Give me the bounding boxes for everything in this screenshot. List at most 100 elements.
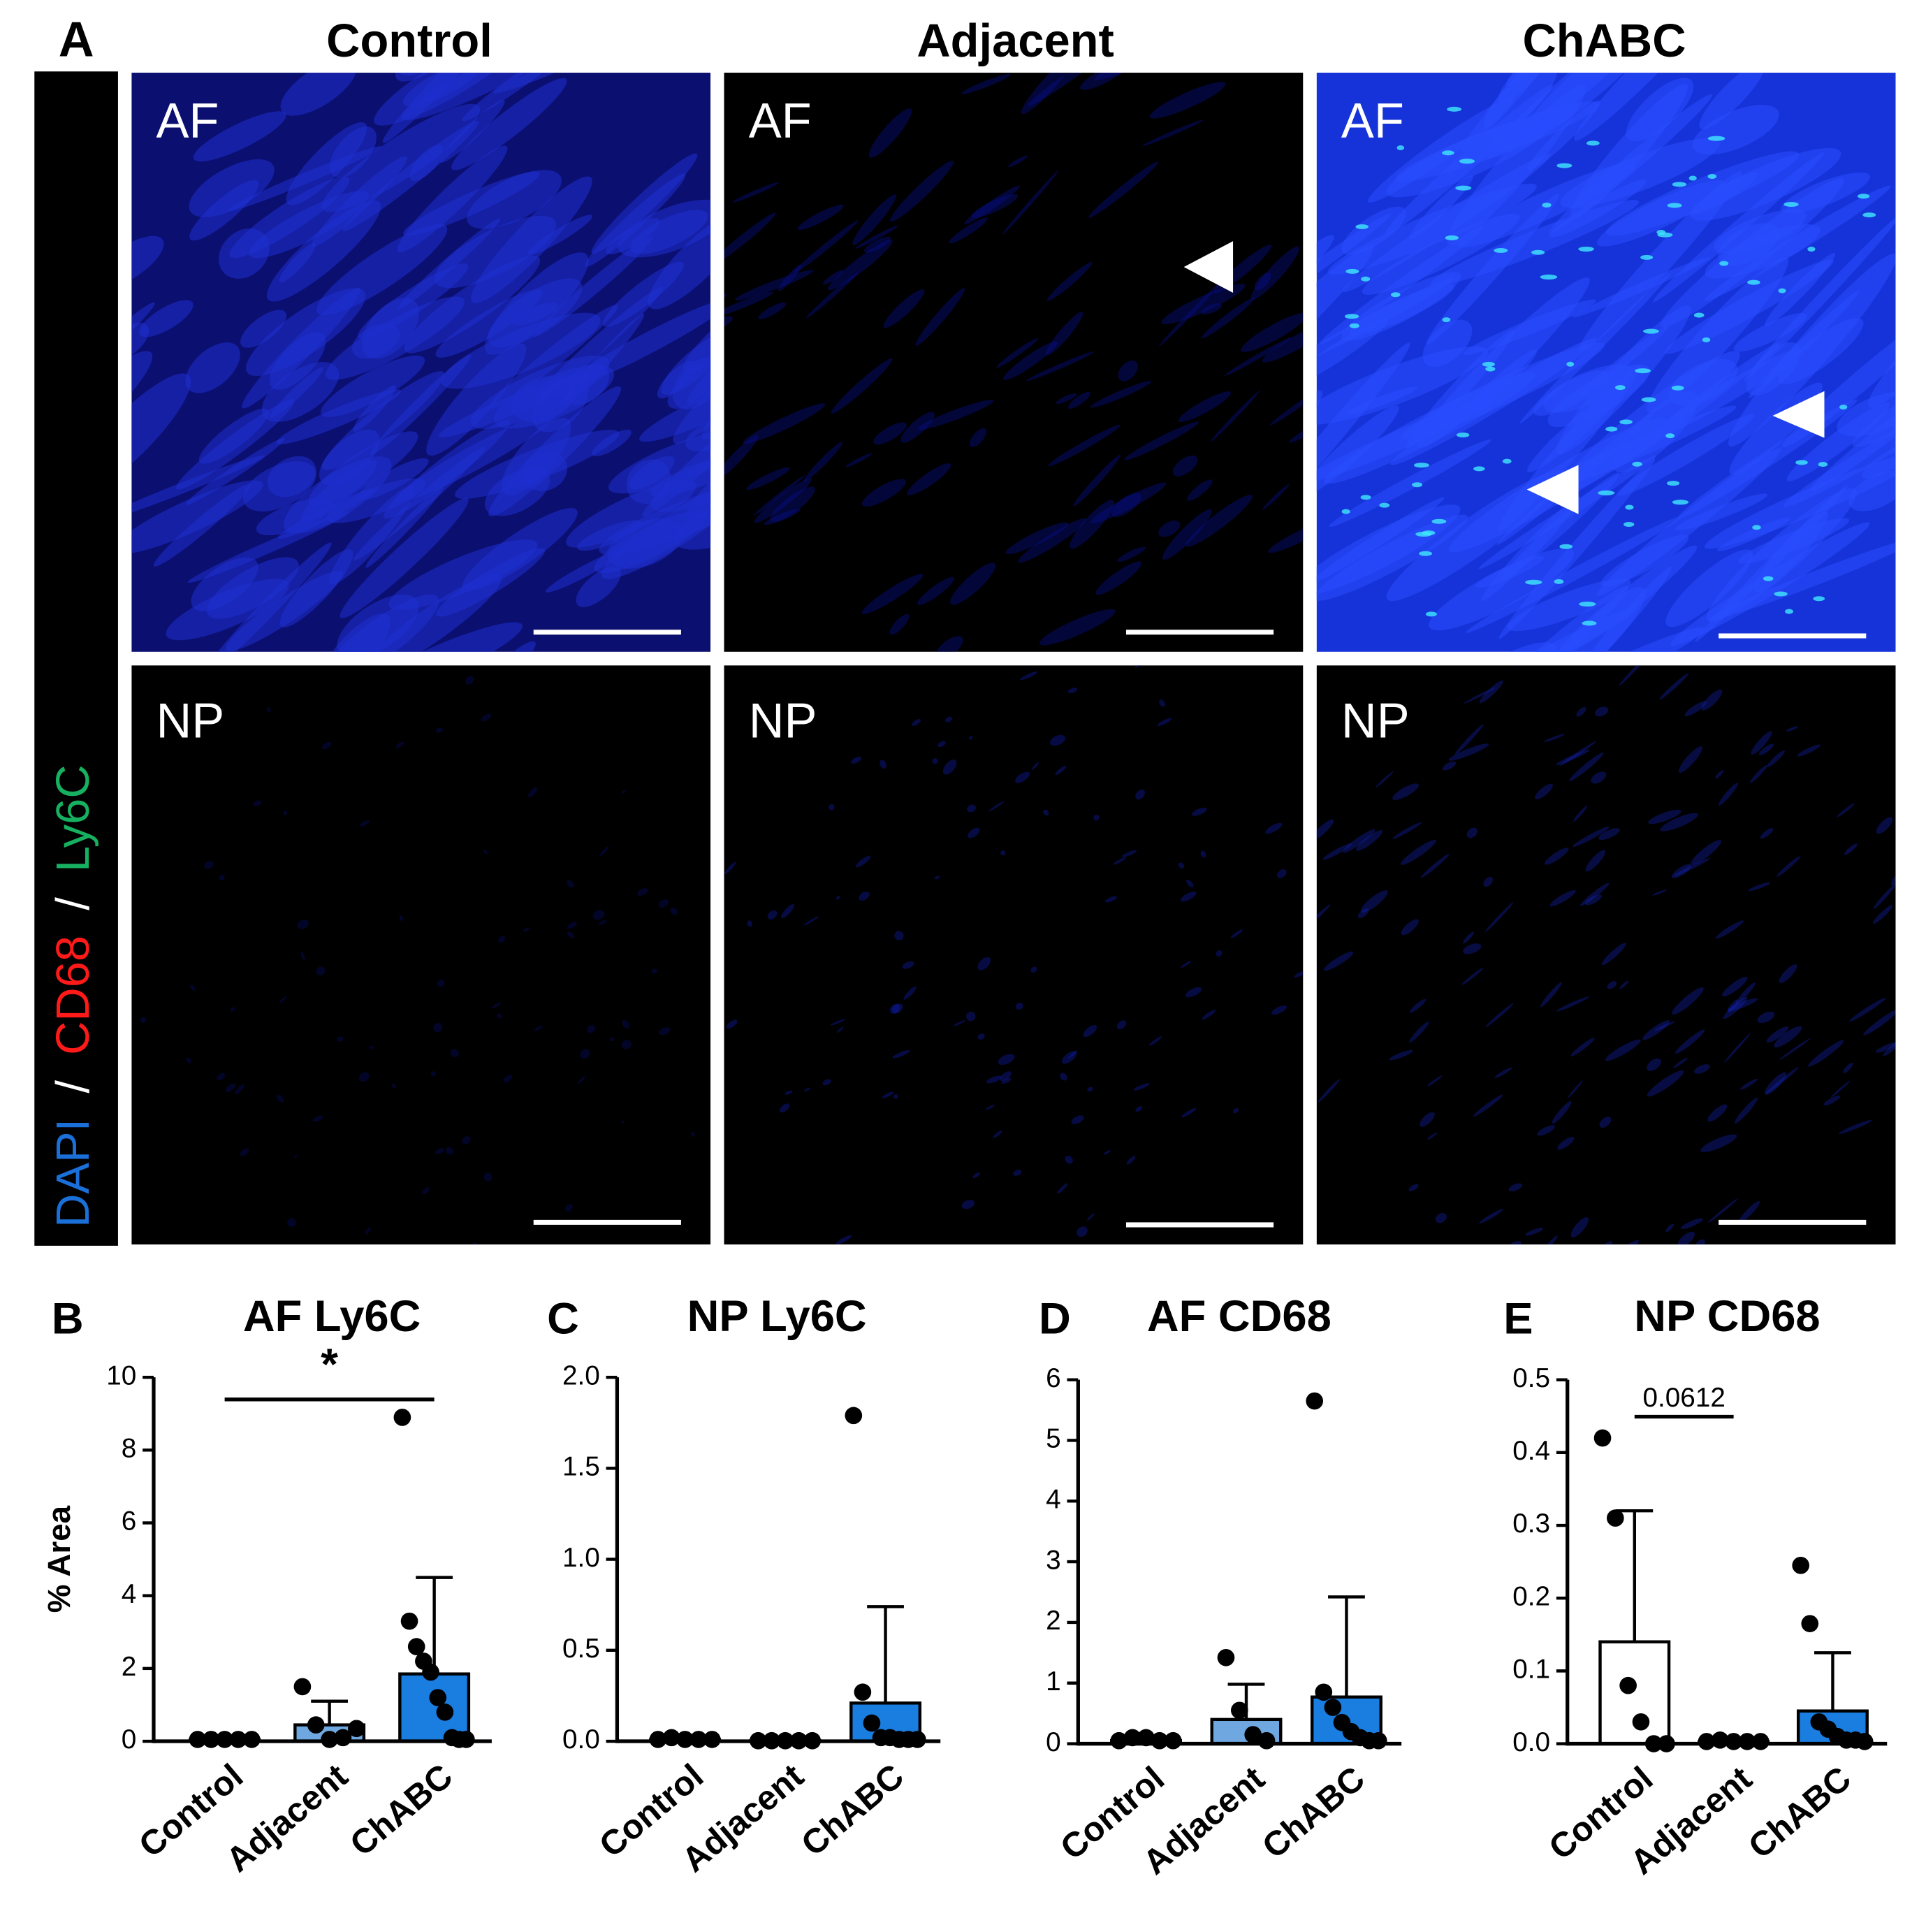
tissue xyxy=(1549,586,1646,652)
tissue xyxy=(1113,857,1127,865)
tissue xyxy=(1442,761,1457,771)
tissue xyxy=(1498,73,1544,103)
y-tick-label: 0.4 xyxy=(1512,1436,1550,1466)
tissue xyxy=(1684,701,1707,717)
tissue xyxy=(781,903,795,919)
chart-title: NP CD68 xyxy=(1634,1292,1820,1341)
tissue xyxy=(1427,1132,1438,1140)
tissue xyxy=(1271,1005,1287,1015)
tissue xyxy=(1316,245,1374,421)
tissue xyxy=(567,931,575,938)
tissue xyxy=(882,1091,894,1098)
tissue xyxy=(912,719,921,726)
panel-label: E xyxy=(1503,1295,1533,1344)
tissue xyxy=(1178,862,1185,869)
tissue xyxy=(830,1019,846,1026)
y-tick-label: 0 xyxy=(1046,1727,1061,1757)
tissue xyxy=(1357,908,1369,918)
stain-cd68: CD68 xyxy=(47,936,99,1055)
tissue xyxy=(1002,653,1013,664)
significance-label: 0.0612 xyxy=(1643,1383,1725,1413)
tissue xyxy=(1360,890,1388,913)
tissue xyxy=(1316,514,1468,601)
tissue xyxy=(764,509,801,525)
tissue xyxy=(131,373,191,494)
tissue xyxy=(1185,987,1202,998)
tissue xyxy=(767,910,778,920)
tissue xyxy=(492,1002,501,1008)
tissue xyxy=(1265,822,1283,834)
data-point xyxy=(1257,1731,1276,1750)
tissue xyxy=(1067,1050,1078,1059)
tissue xyxy=(1015,771,1030,783)
tissue xyxy=(1015,1002,1023,1010)
tissue xyxy=(1767,750,1785,767)
tissue xyxy=(1570,1217,1589,1237)
tissue xyxy=(873,422,907,445)
tissue xyxy=(1250,246,1300,300)
ly6c-signal xyxy=(1485,366,1496,372)
tissue xyxy=(1751,731,1772,755)
data-point xyxy=(1801,1615,1819,1632)
tissue xyxy=(1046,261,1093,301)
tissue xyxy=(365,486,444,568)
tissue xyxy=(131,480,263,554)
tissue xyxy=(1409,175,1473,240)
tissue xyxy=(1316,397,1497,483)
tissue xyxy=(1837,803,1855,818)
ly6c-signal xyxy=(1559,544,1573,549)
ly6c-signal xyxy=(1482,361,1495,367)
tissue xyxy=(935,636,963,652)
tissue xyxy=(441,312,601,389)
tissue xyxy=(900,412,935,443)
tissue xyxy=(1830,1080,1851,1098)
tissue xyxy=(358,263,469,339)
tissue xyxy=(803,442,843,481)
data-point xyxy=(1306,1392,1324,1410)
tissue xyxy=(1118,360,1139,382)
tissue xyxy=(266,200,381,302)
tissue xyxy=(1765,253,1836,326)
tissue xyxy=(235,1084,245,1095)
data-point xyxy=(1619,1676,1637,1694)
tissue xyxy=(1389,1049,1413,1061)
tissue xyxy=(1027,73,1105,107)
tissue xyxy=(1409,1021,1429,1043)
tissue xyxy=(1848,470,1896,511)
ly6c-signal xyxy=(1862,212,1876,218)
data-point xyxy=(348,1720,365,1738)
tissue xyxy=(753,474,805,516)
tissue xyxy=(917,400,994,430)
tissue xyxy=(1376,771,1394,788)
tissue xyxy=(1852,344,1896,447)
ly6c-signal xyxy=(1643,328,1659,334)
tissue xyxy=(270,367,324,418)
tissue xyxy=(422,1187,430,1195)
tissue xyxy=(893,1094,898,1099)
tissue xyxy=(450,1049,459,1058)
tissue xyxy=(779,1103,790,1113)
tissue xyxy=(621,1120,625,1124)
tissue xyxy=(1707,1104,1728,1122)
tissue xyxy=(322,741,332,749)
tissue xyxy=(1749,764,1767,783)
tissue xyxy=(785,1090,793,1095)
y-tick-label: 2 xyxy=(122,1652,137,1682)
ly6c-signal xyxy=(1605,426,1618,432)
tissue xyxy=(966,1011,976,1022)
micrograph-bg xyxy=(724,665,1304,1245)
tissue xyxy=(1519,273,1670,424)
ly6c-signal xyxy=(1525,579,1542,585)
tissue xyxy=(953,1020,966,1026)
panel-label: A xyxy=(59,11,94,66)
tissue xyxy=(446,1147,453,1155)
y-tick-label: 10 xyxy=(106,1360,136,1390)
tissue xyxy=(1611,342,1780,471)
tissue xyxy=(1427,1075,1443,1087)
tissue xyxy=(1401,839,1436,865)
ly6c-signal xyxy=(1455,185,1472,191)
tissue xyxy=(1721,976,1748,997)
y-tick-label: 0 xyxy=(122,1724,137,1755)
micrographs: AF AF AF NP NP NP xyxy=(131,73,1896,1245)
